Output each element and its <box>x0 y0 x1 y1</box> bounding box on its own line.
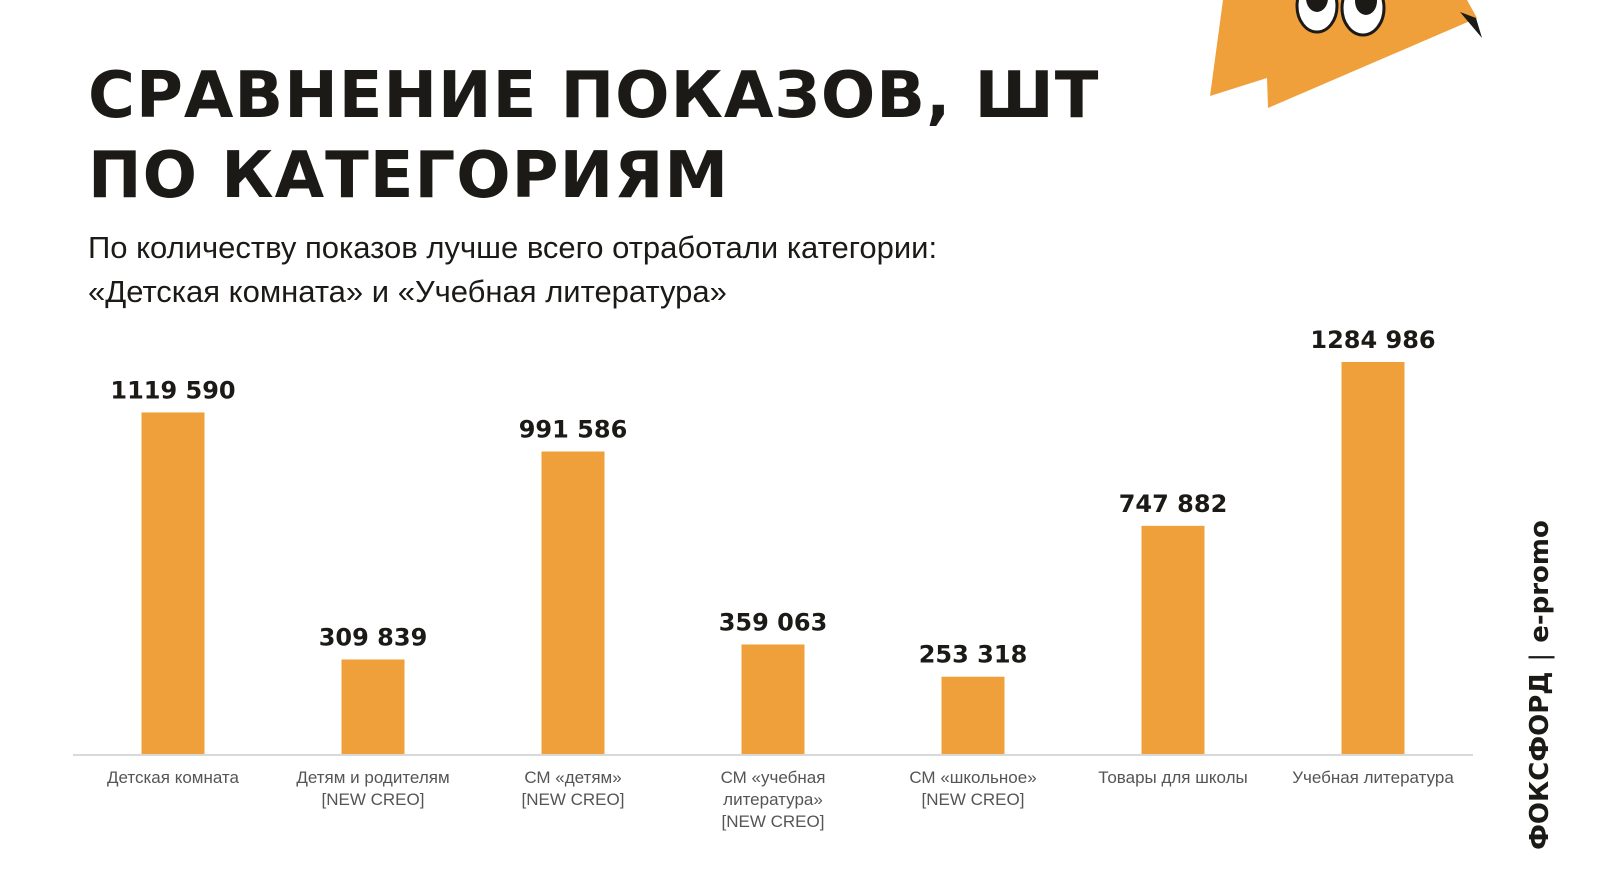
category-label-line: СМ «школьное» <box>909 768 1036 787</box>
brand-epromo: e-promo <box>1525 520 1555 643</box>
bar-value-label-1: 1119 590 <box>110 376 235 404</box>
brand-logo: ФОКСФОРД | e-promo <box>1520 520 1560 850</box>
slide-subtitle: По количеству показов лучше всего отрабо… <box>88 226 937 314</box>
bar-5 <box>941 676 1005 754</box>
bar-1 <box>141 412 205 754</box>
slide-subtitle-line-1: По количеству показов лучше всего отрабо… <box>88 230 938 265</box>
category-label-line: литература» <box>723 790 823 809</box>
fox-mascot-pupil-left <box>1306 0 1328 12</box>
category-label-line: Учебная литература <box>1292 768 1454 787</box>
slide-subtitle-line-2: «Детская комната» и «Учебная литература» <box>88 274 727 309</box>
category-label-line: СМ «учебная <box>721 768 826 787</box>
chart-bars <box>141 362 1405 754</box>
slide-title-line-1: СРАВНЕНИЕ ПОКАЗОВ, ШТ <box>88 59 1100 133</box>
bar-3 <box>541 451 605 754</box>
chart-category-labels: Детская комната Детям и родителям [NEW CRE… <box>107 768 1454 831</box>
category-label-1: Детская комната <box>107 768 240 787</box>
bar-4 <box>741 644 805 754</box>
bar-7 <box>1341 362 1405 754</box>
category-label-line: [NEW CREO] <box>322 790 425 809</box>
category-label-line: Детская комната <box>107 768 240 787</box>
category-label-4: СМ «учебная литература» [NEW CREO] <box>721 768 826 831</box>
slide-title-line-2: ПО КАТЕГОРИЯМ <box>88 139 730 213</box>
chart-value-labels: 1119 590 309 839 991 586 359 063 253 318 747 … <box>110 326 1435 669</box>
bar-value-label-2: 309 839 <box>319 623 428 651</box>
category-label-7: Учебная литература <box>1292 768 1454 787</box>
bar-value-label-6: 747 882 <box>1119 490 1228 518</box>
brand-logo-text: ФОКСФОРД | e-promo <box>1525 520 1555 850</box>
category-label-line: [NEW CREO] <box>922 790 1025 809</box>
bar-value-label-3: 991 586 <box>519 416 628 444</box>
category-label-line: Детям и родителям <box>296 768 449 787</box>
category-label-line: [NEW CREO] <box>722 812 825 831</box>
brand-foxford: ФОКСФОРД <box>1525 671 1555 850</box>
bar-value-label-4: 359 063 <box>719 608 828 636</box>
brand-separator: | <box>1525 652 1555 662</box>
slide-title: СРАВНЕНИЕ ПОКАЗОВ, ШТ ПО КАТЕГОРИЯМ <box>88 56 1099 216</box>
category-label-2: Детям и родителям [NEW CREO] <box>296 768 449 809</box>
category-label-line: Товары для школы <box>1098 768 1247 787</box>
fox-mascot-icon <box>1210 0 1482 108</box>
fox-mascot-eye-left <box>1295 0 1339 34</box>
category-label-6: Товары для школы <box>1098 768 1247 787</box>
category-label-3: СМ «детям» [NEW CREO] <box>522 768 625 809</box>
bar-value-label-5: 253 318 <box>919 641 1028 669</box>
fox-mascot-body <box>1210 0 1477 108</box>
bar-6 <box>1141 525 1205 754</box>
fox-mascot-nose <box>1460 12 1482 38</box>
fox-mascot-pupil-right <box>1355 0 1377 15</box>
category-label-line: СМ «детям» <box>524 768 621 787</box>
category-label-5: СМ «школьное» [NEW CREO] <box>909 768 1036 809</box>
bar-2 <box>341 659 405 754</box>
category-label-line: [NEW CREO] <box>522 790 625 809</box>
bar-value-label-7: 1284 986 <box>1310 326 1435 354</box>
